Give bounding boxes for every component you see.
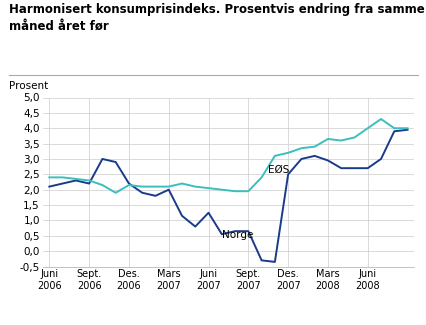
Text: Harmonisert konsumprisindeks. Prosentvis endring fra samme
måned året før: Harmonisert konsumprisindeks. Prosentvis… [9,3,423,32]
Text: EØS: EØS [268,165,289,175]
Text: Norge: Norge [221,230,253,240]
Text: Prosent: Prosent [9,81,48,91]
